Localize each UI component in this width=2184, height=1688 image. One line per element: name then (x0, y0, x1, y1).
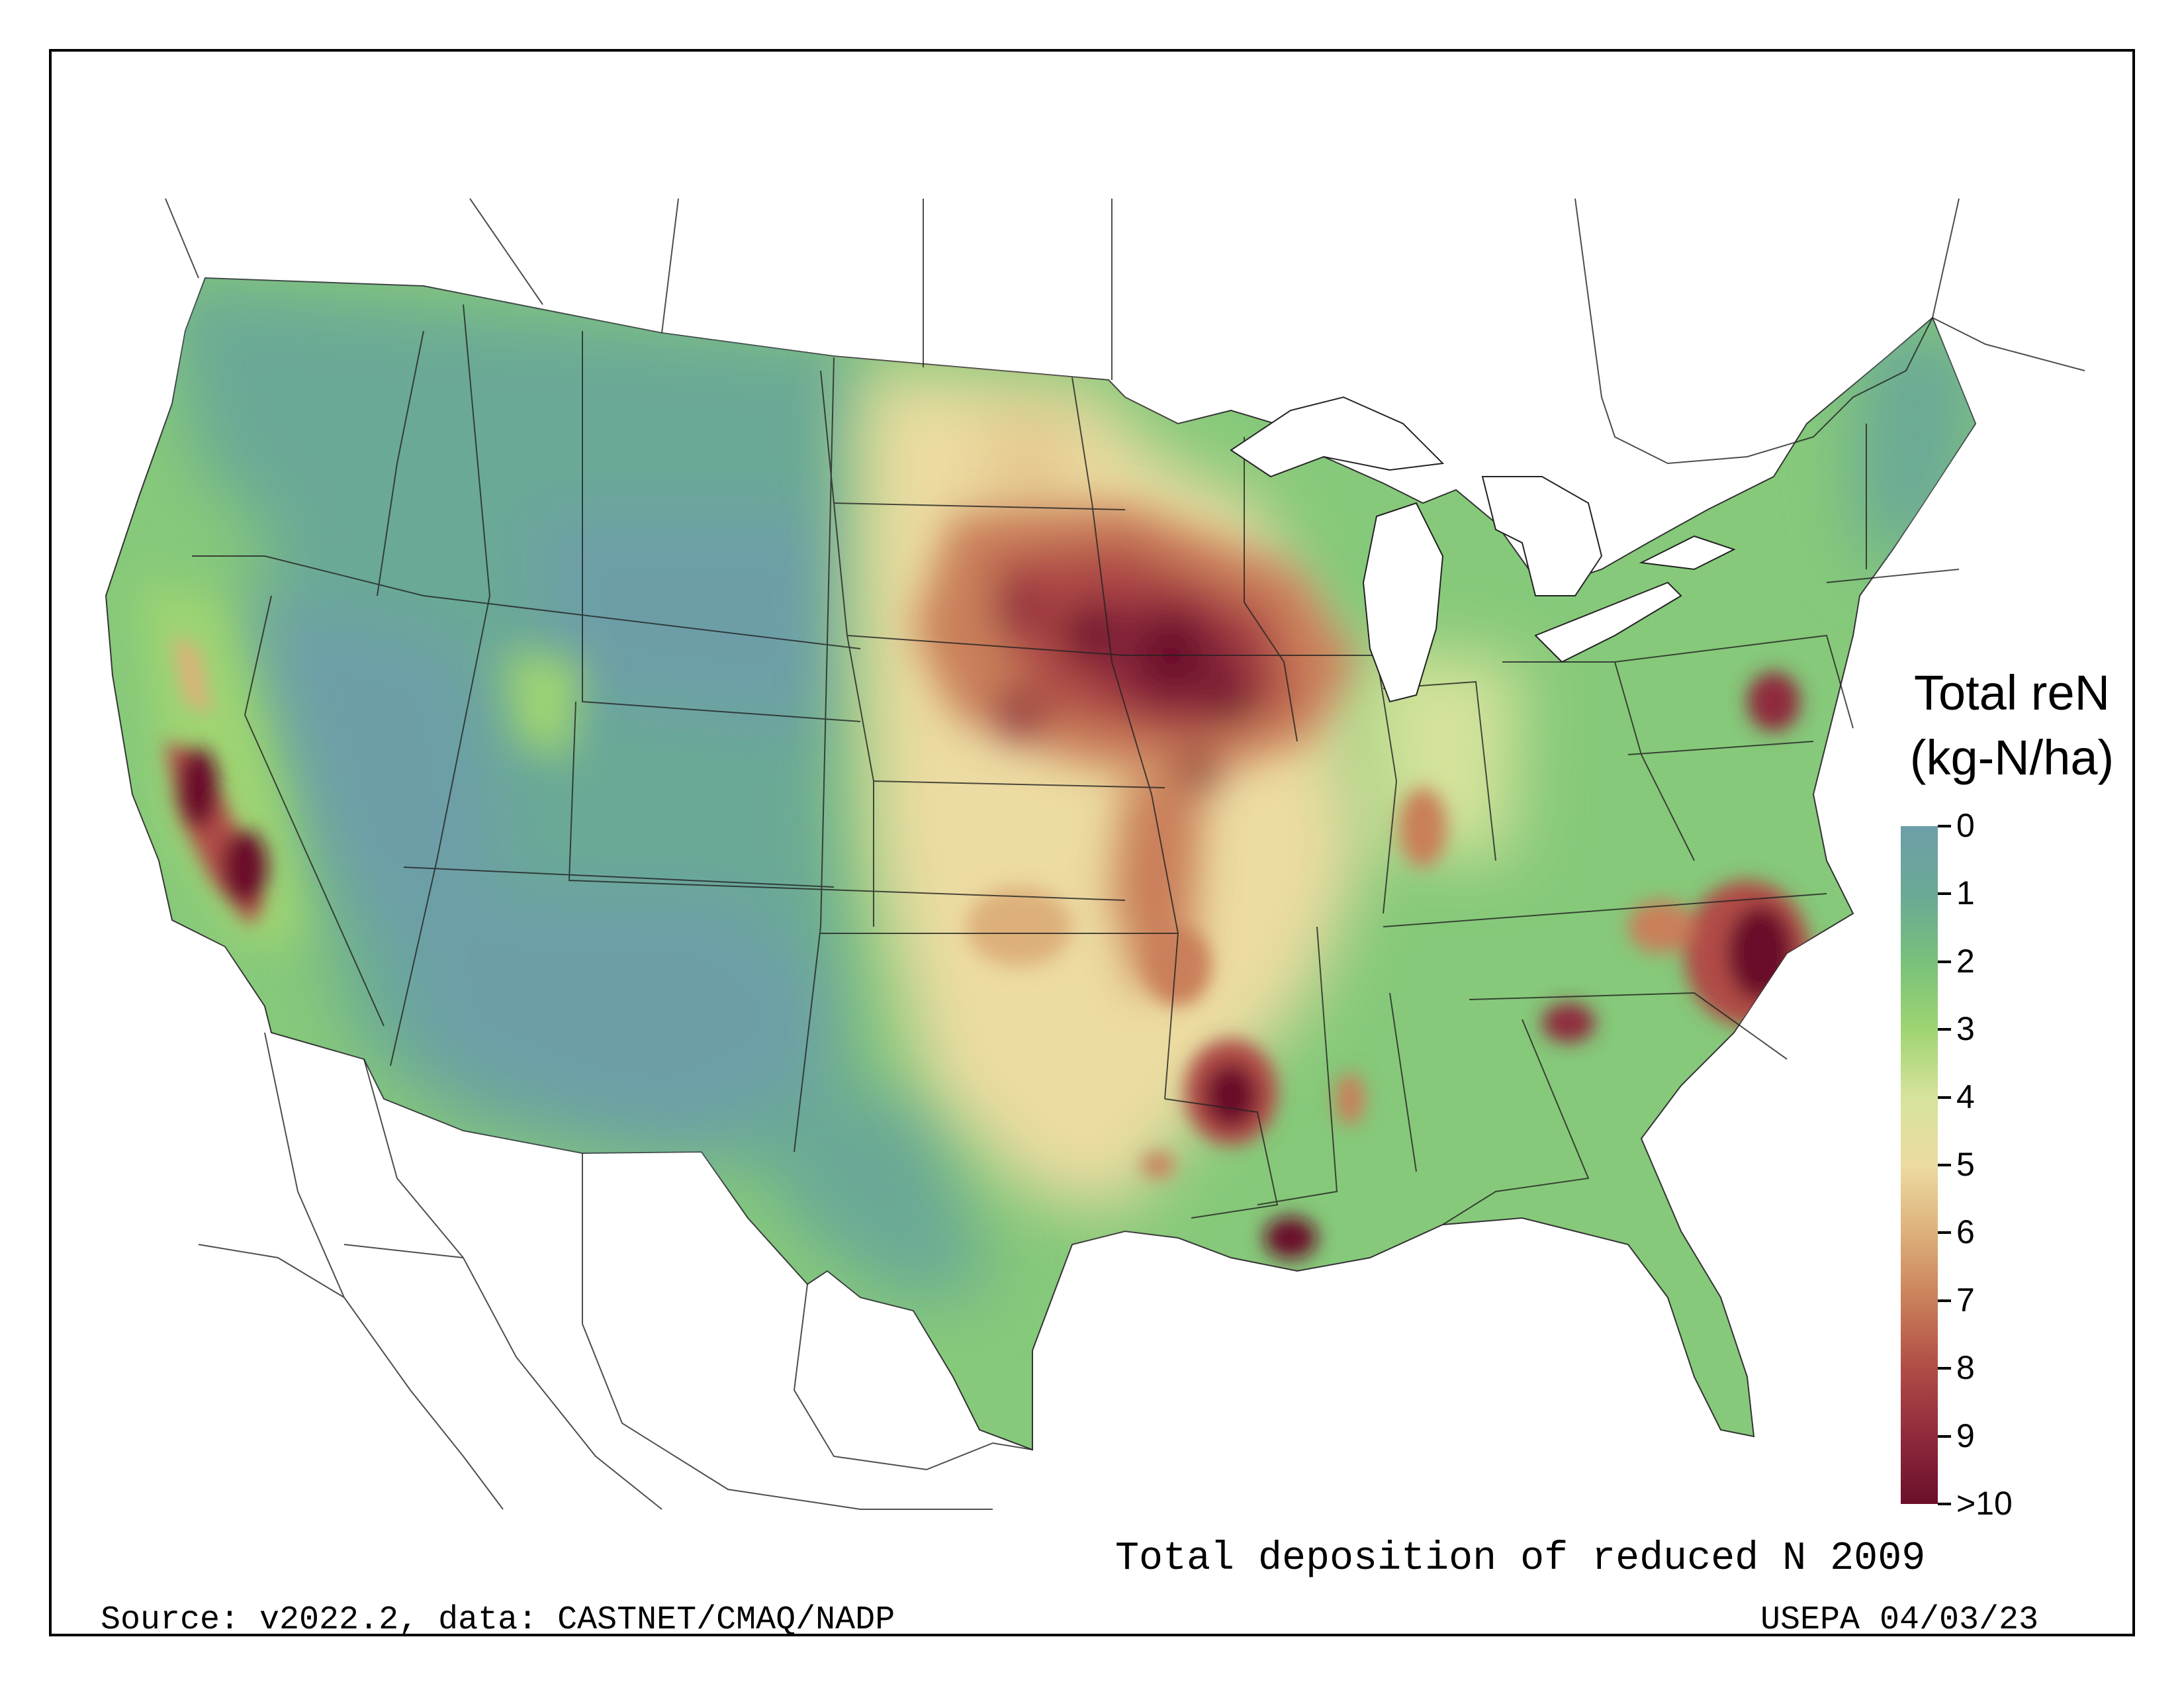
legend-tick-label: 7 (1956, 1281, 1975, 1319)
legend-tick-label: 0 (1956, 807, 1975, 844)
legend-tick-mark (1938, 1503, 1951, 1505)
legend-tick-mark (1938, 892, 1951, 896)
neighbor-outlines (165, 198, 2085, 1510)
legend-tick-mark (1938, 1299, 1951, 1302)
legend-tick-mark (1938, 1231, 1951, 1235)
source-text: Source: v2022.2, data: CASTNET/CMAQ/NADP (101, 1601, 895, 1639)
legend-tick-mark (1938, 1096, 1951, 1099)
legend-tick-mark (1938, 1028, 1951, 1031)
legend-tick-label: >10 (1956, 1485, 2013, 1522)
legend-tick-label: 2 (1956, 942, 1975, 980)
legend-tick-mark (1938, 960, 1951, 963)
map-frame (49, 49, 2135, 1636)
legend-tick-mark (1938, 1367, 1951, 1370)
legend-tick-label: 8 (1956, 1349, 1975, 1387)
legend-title-line1: Total reN (1913, 665, 2111, 720)
legend-tick-label: 5 (1956, 1146, 1975, 1183)
state-boundaries (192, 304, 1960, 1225)
legend-tick-label: 3 (1956, 1010, 1975, 1048)
legend-tick-label: 6 (1956, 1213, 1975, 1251)
legend-tick-label: 9 (1956, 1417, 1975, 1454)
legend-title-line2: (kg-N/ha) (1909, 730, 2115, 785)
legend-tick-mark (1938, 1164, 1951, 1166)
legend-colorbar (1901, 826, 1938, 1504)
great-lakes (1230, 396, 1736, 703)
legend-tick-mark (1938, 825, 1951, 827)
credit-text: USEPA 04/03/23 (1760, 1601, 2038, 1639)
map-title: Total deposition of reduced N 2009 (1115, 1536, 1925, 1581)
legend-tick-label: 4 (1956, 1078, 1975, 1115)
legend-tick-label: 1 (1956, 874, 1975, 912)
deposition-field (139, 278, 1976, 1297)
legend-tick-mark (1938, 1434, 1951, 1438)
